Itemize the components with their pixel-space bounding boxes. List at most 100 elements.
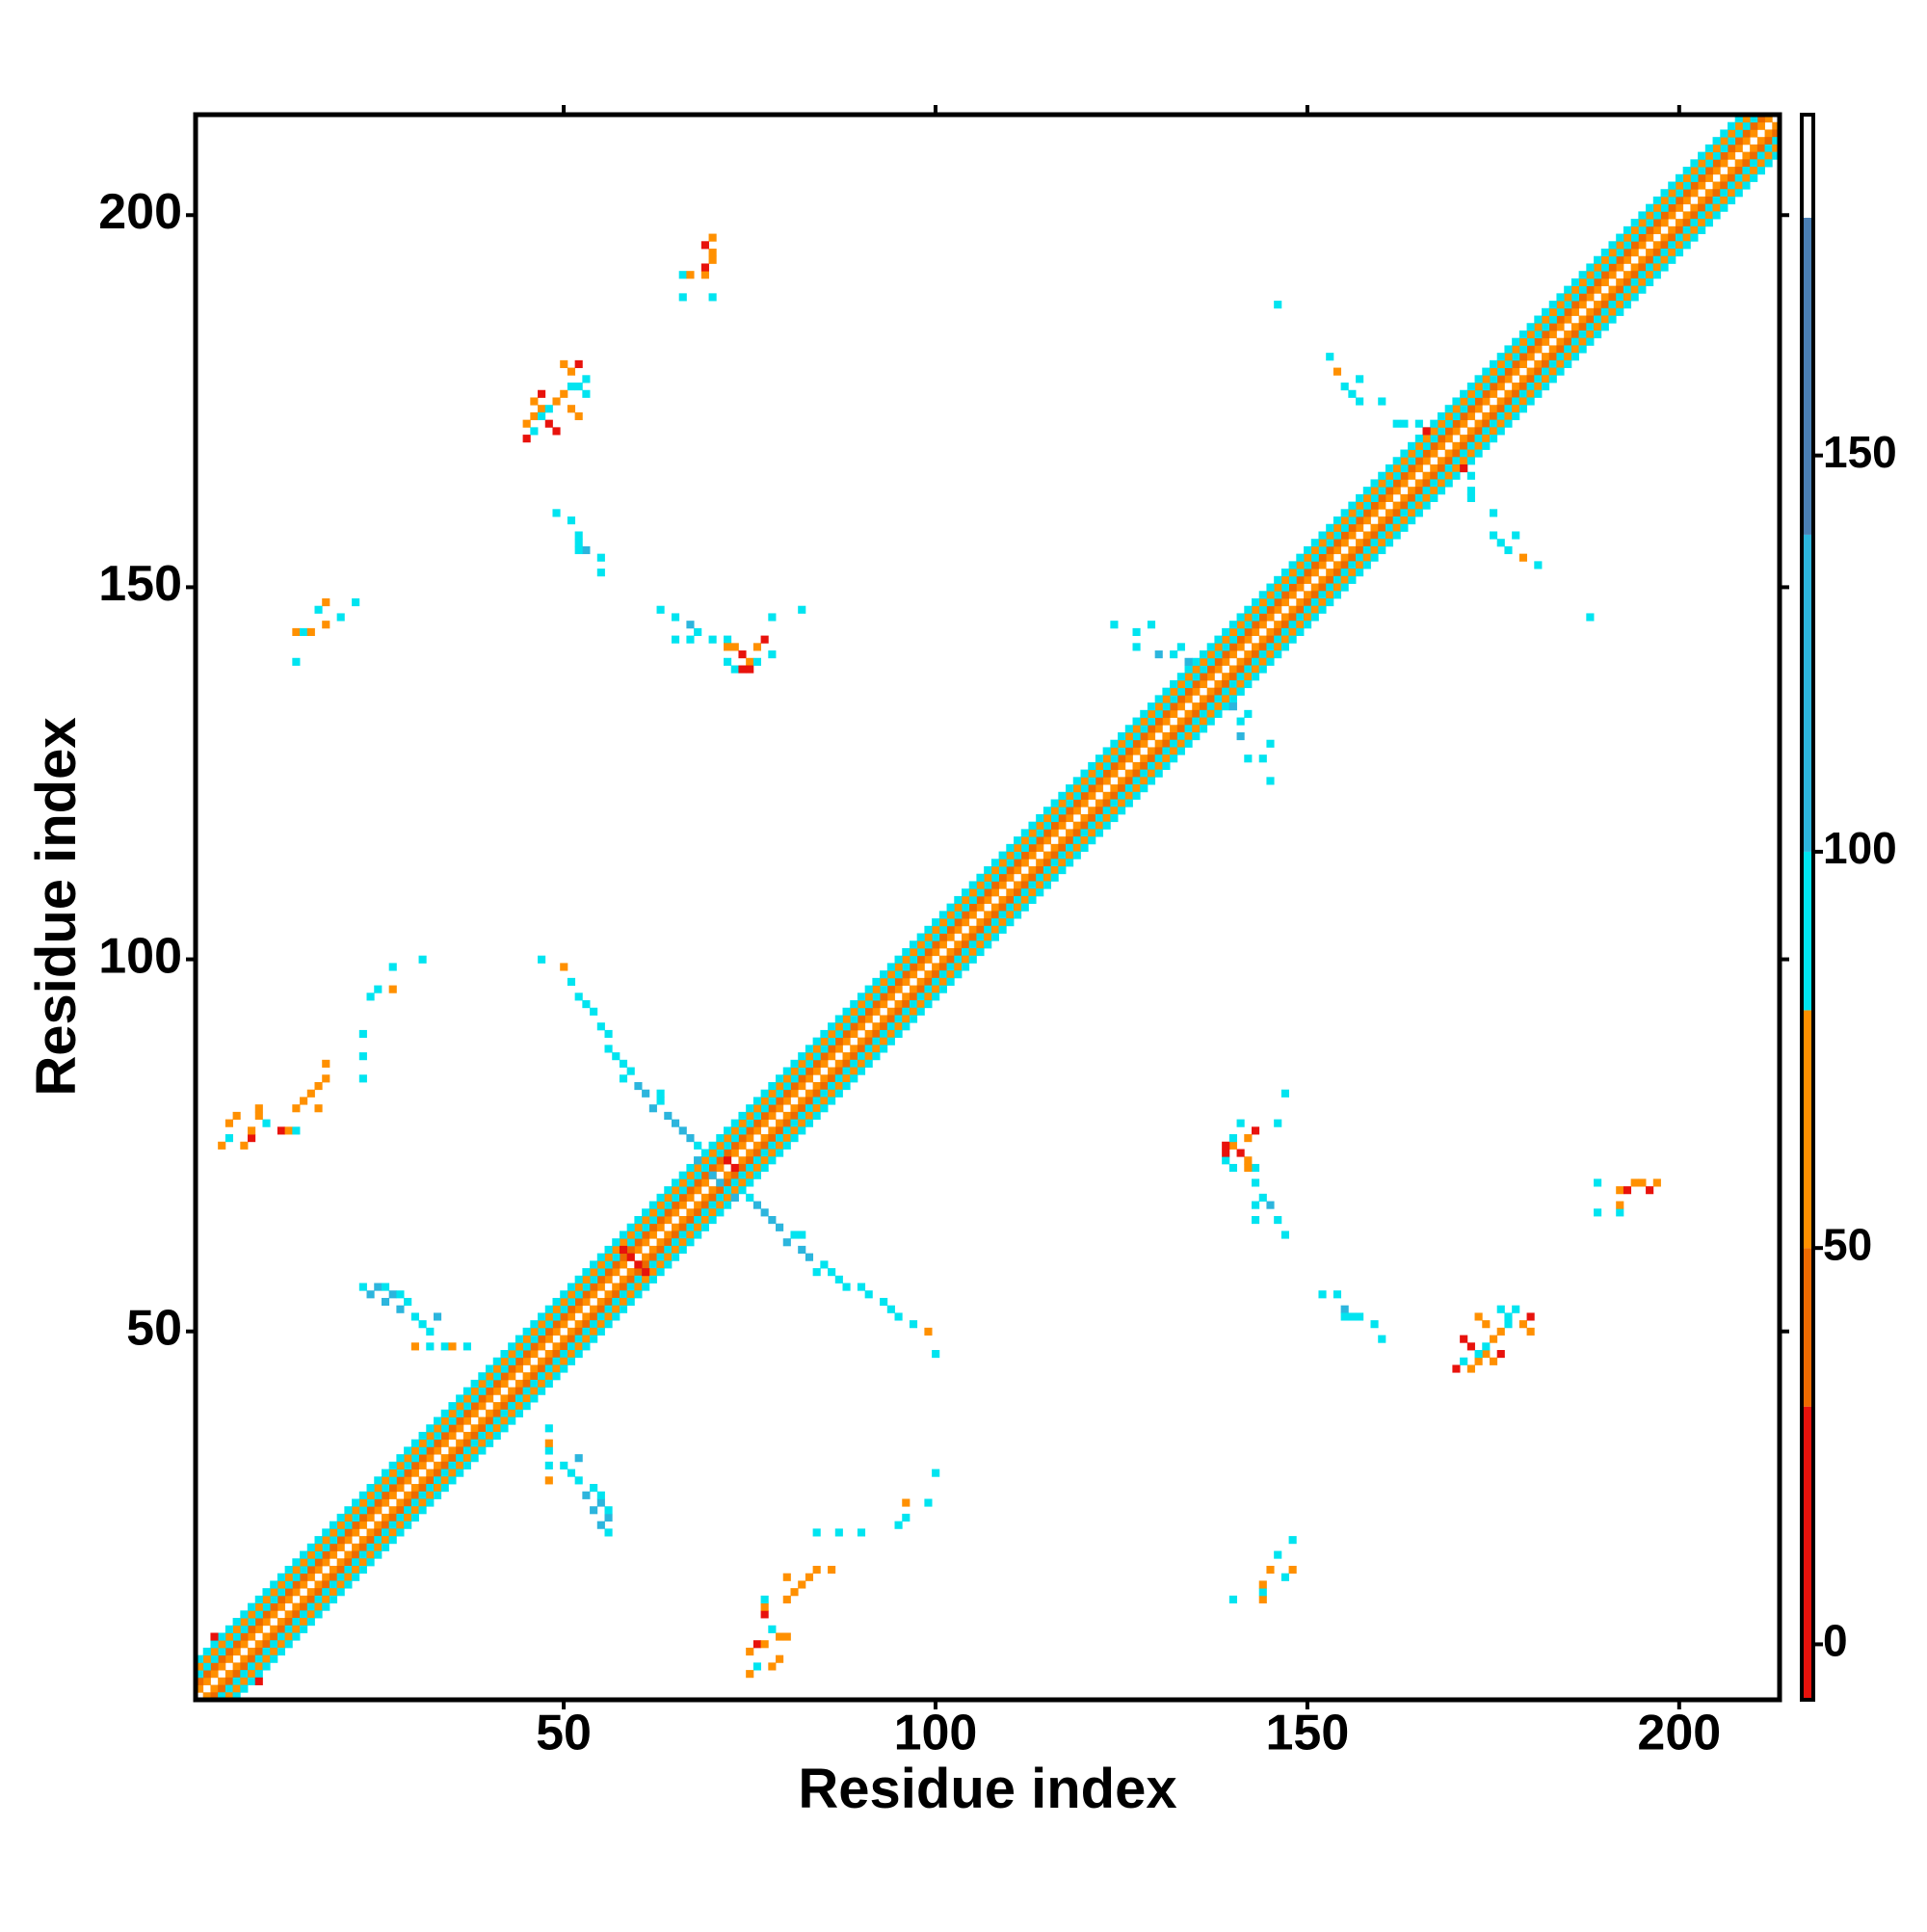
heatmap-cell [1400, 501, 1409, 510]
heatmap-cell [1772, 129, 1781, 138]
heatmap-cell [1206, 643, 1215, 651]
heatmap-cell [1496, 405, 1505, 413]
heatmap-cell [396, 1528, 405, 1537]
heatmap-cell [492, 1416, 501, 1425]
heatmap-cell [1132, 627, 1141, 637]
heatmap-cell [1102, 777, 1111, 785]
heatmap-cell [961, 940, 970, 949]
heatmap-cell [1080, 836, 1089, 845]
heatmap-cell [768, 613, 777, 622]
heatmap-cell [396, 1484, 405, 1493]
heatmap-cell [946, 963, 955, 971]
heatmap-cell [656, 1268, 665, 1277]
heatmap-cell [396, 1506, 405, 1515]
heatmap-cell [1088, 784, 1096, 793]
heatmap-cell [686, 1193, 695, 1202]
heatmap-cell [752, 1141, 761, 1150]
heatmap-cell [1474, 419, 1483, 428]
heatmap-cell [1496, 539, 1505, 547]
heatmap-cell [671, 1231, 680, 1239]
heatmap-cell [574, 539, 583, 547]
heatmap-cell [1392, 501, 1401, 510]
heatmap-cell [284, 1580, 293, 1589]
heatmap-cell [1586, 271, 1595, 279]
heatmap-cell [224, 1677, 233, 1685]
heatmap-cell [694, 1186, 702, 1195]
heatmap-cell [642, 1223, 650, 1231]
heatmap-cell [1422, 427, 1431, 436]
heatmap-cell [1066, 836, 1074, 845]
heatmap-cell [1228, 1595, 1237, 1604]
heatmap-cell [1608, 307, 1617, 316]
heatmap-cell [1214, 695, 1223, 703]
heatmap-cell [336, 1573, 345, 1581]
heatmap-cell [508, 1364, 516, 1373]
heatmap-cell [1014, 881, 1022, 889]
heatmap-cell [1348, 545, 1357, 555]
heatmap-cell [1006, 843, 1015, 852]
heatmap-cell [1690, 159, 1699, 168]
heatmap-cell [938, 933, 947, 941]
heatmap-cell [1660, 233, 1669, 242]
heatmap-cell [218, 1692, 226, 1701]
heatmap-cell [857, 1067, 866, 1075]
heatmap-cell [1199, 709, 1208, 718]
heatmap-cell [1102, 769, 1111, 778]
heatmap-cell [746, 1104, 754, 1113]
heatmap-cell [1274, 301, 1282, 309]
heatmap-cell [1296, 575, 1305, 584]
heatmap-cell [1727, 144, 1736, 153]
heatmap-cell [1616, 293, 1624, 302]
heatmap-cell [462, 1409, 471, 1417]
heatmap-cell [790, 1126, 799, 1135]
heatmap-cell [1206, 665, 1215, 674]
heatmap-cell [1252, 657, 1260, 666]
heatmap-cell [916, 963, 925, 971]
heatmap-cell [812, 1097, 821, 1105]
heatmap-cell [1333, 531, 1342, 540]
heatmap-cell [277, 1602, 286, 1611]
heatmap-cell [1043, 807, 1052, 815]
heatmap-cell [864, 1007, 873, 1016]
heatmap-cell [314, 1595, 323, 1604]
heatmap-cell [381, 1528, 390, 1537]
heatmap-cell [1444, 457, 1453, 465]
heatmap-cell [433, 1424, 442, 1433]
heatmap-cell [522, 435, 531, 443]
colorbar-band [1802, 115, 1813, 218]
heatmap-cell [790, 1119, 799, 1127]
heatmap-cell [1043, 851, 1052, 860]
heatmap-cell [820, 1052, 829, 1061]
heatmap-cell [1675, 173, 1684, 182]
heatmap-cell [1176, 687, 1185, 696]
heatmap-cell [300, 1618, 308, 1627]
heatmap-cell [760, 1089, 769, 1098]
heatmap-cell [932, 1469, 940, 1477]
heatmap-cell [596, 1268, 605, 1277]
heatmap-cell [752, 1156, 761, 1165]
heatmap-cell [1176, 679, 1185, 689]
heatmap-cell [1414, 479, 1423, 488]
heatmap-cell [932, 977, 940, 986]
heatmap-cell [1110, 791, 1119, 800]
heatmap-cell [1147, 621, 1156, 629]
heatmap-cell [1422, 457, 1431, 465]
heatmap-cell [746, 1156, 754, 1165]
heatmap-cell [1222, 687, 1230, 696]
heatmap-cell [224, 1692, 233, 1701]
heatmap-cell [1764, 151, 1773, 160]
heatmap-cell [1095, 754, 1104, 763]
heatmap-cell [1504, 359, 1513, 368]
heatmap-cell [798, 1074, 806, 1083]
heatmap-cell [1266, 643, 1275, 651]
heatmap-cell [560, 1342, 568, 1351]
heatmap-cell [1370, 501, 1379, 510]
heatmap-cell [1170, 695, 1178, 703]
heatmap-cell [798, 1059, 806, 1068]
heatmap-cell [1199, 695, 1208, 703]
heatmap-cell [968, 911, 977, 919]
heatmap-cell [300, 1625, 308, 1633]
heatmap-cell [1430, 435, 1439, 443]
heatmap-cell [1378, 479, 1386, 488]
heatmap-cell [642, 1260, 650, 1269]
